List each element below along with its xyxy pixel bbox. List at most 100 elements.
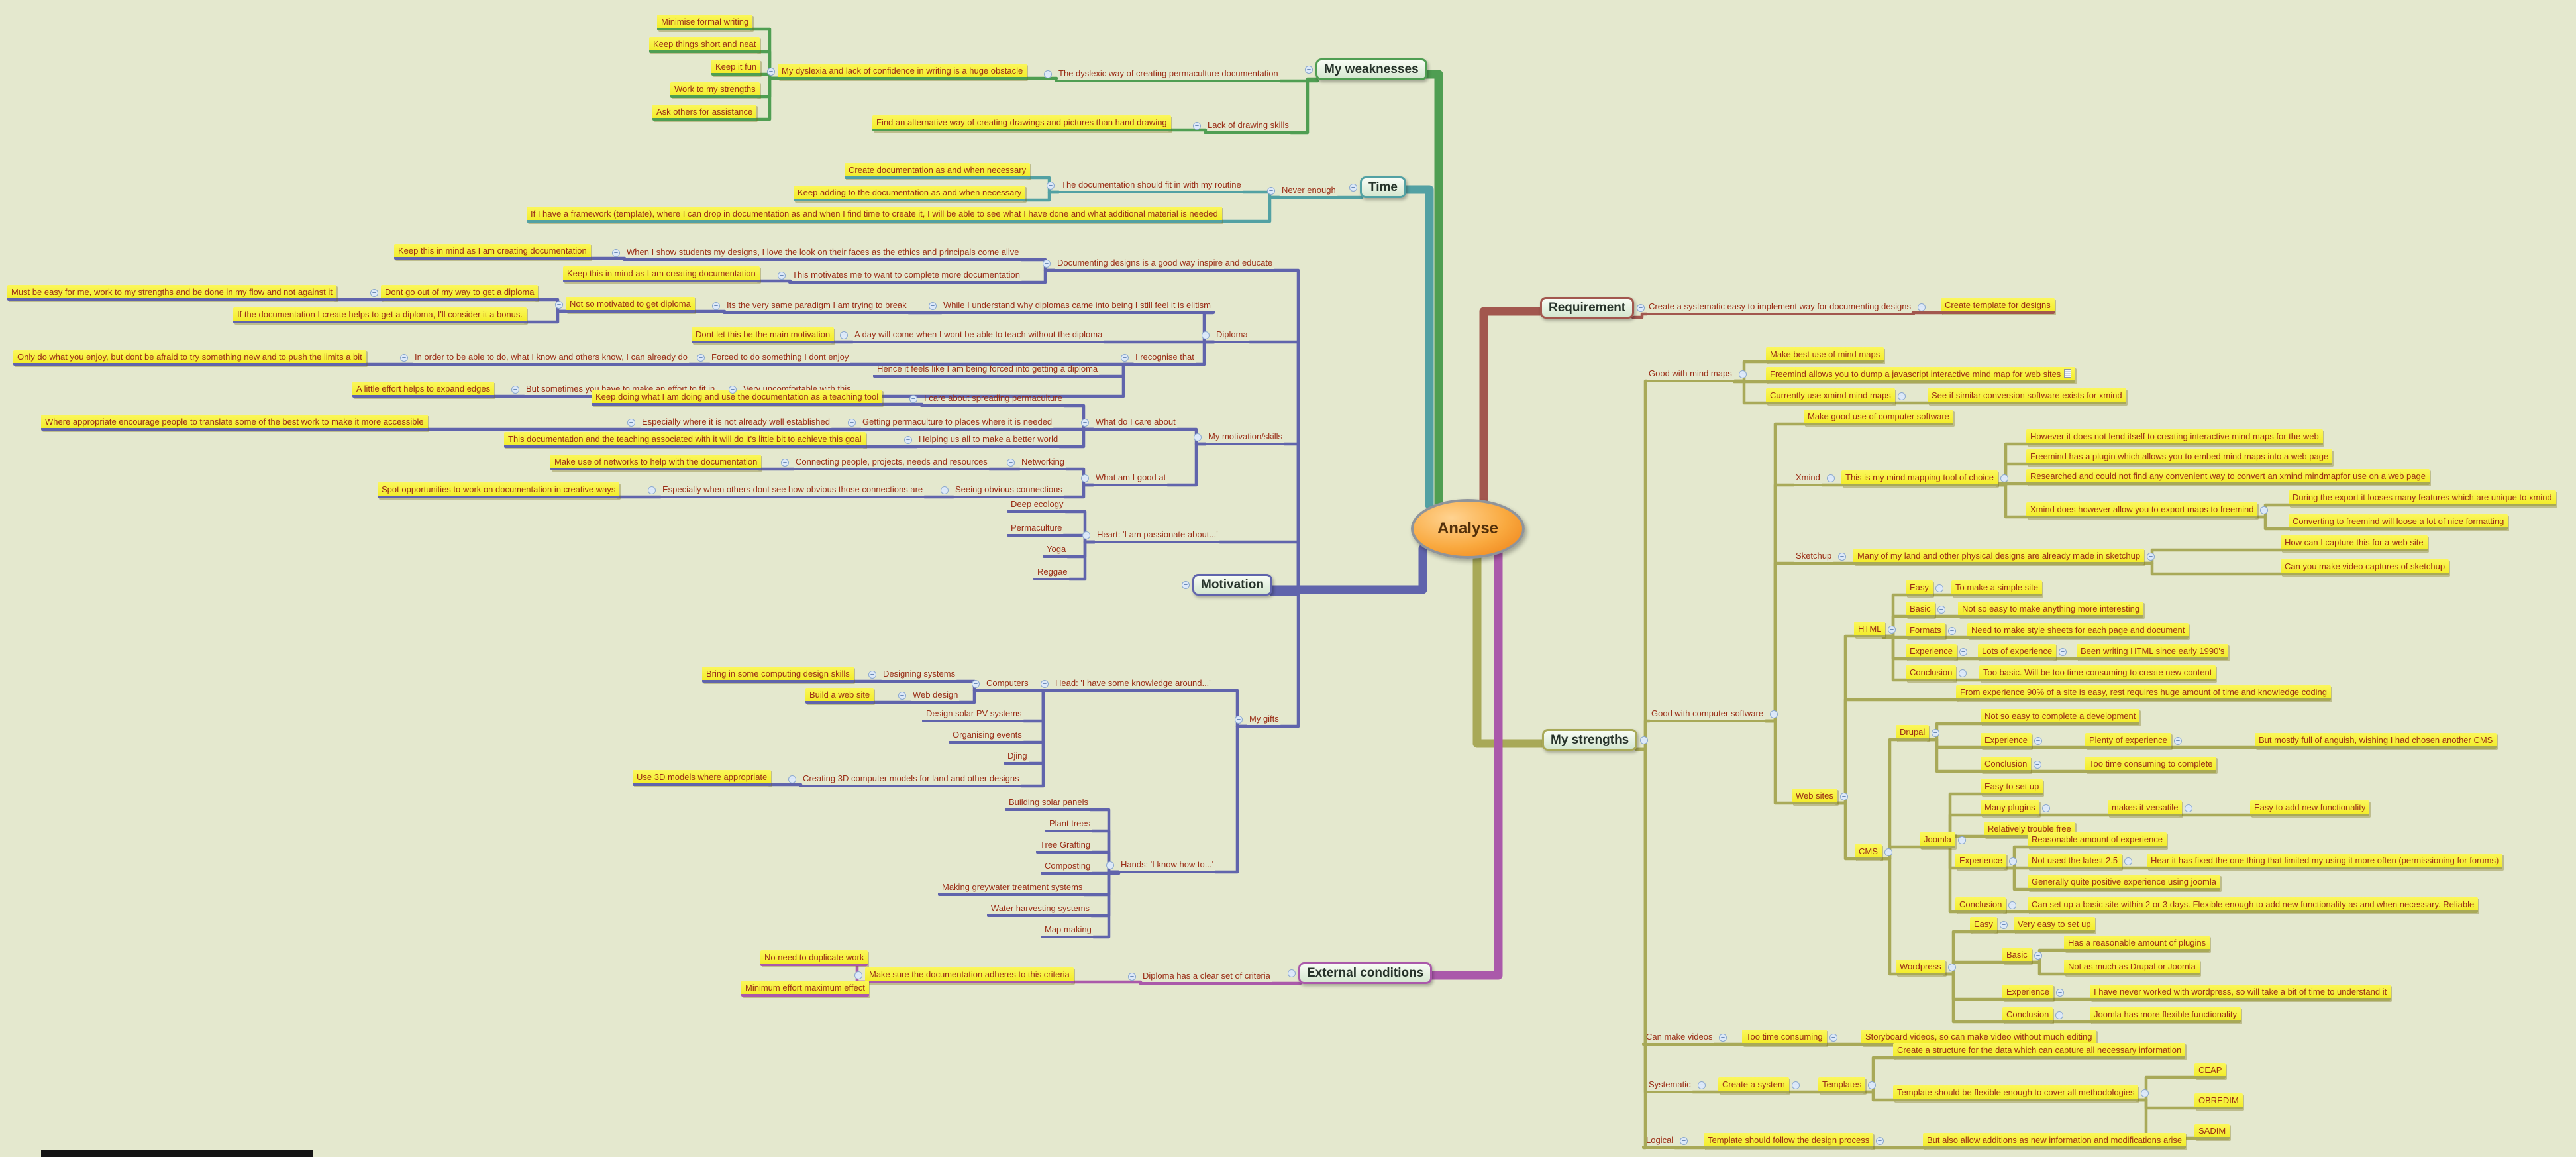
collapse-icon[interactable]: − [840, 331, 848, 339]
node-s5[interactable]: See if similar conversion software exist… [1928, 388, 2126, 404]
node-s52[interactable]: Generally quite positive experience usin… [2028, 875, 2220, 891]
collapse-icon[interactable]: − [1876, 1137, 1884, 1145]
collapse-icon[interactable]: − [904, 436, 912, 444]
collapse-icon[interactable]: − [1827, 474, 1835, 482]
node-w4[interactable]: Keep things short and neat [649, 37, 760, 53]
node-s1[interactable]: Good with mind maps [1645, 366, 1736, 382]
node-m42[interactable]: Yoga [1043, 542, 1070, 558]
node-e4[interactable]: Minimum effort maximum effect [741, 981, 869, 997]
node-m47[interactable]: Designing systems [879, 667, 960, 683]
node-m62[interactable]: Water harvesting systems [987, 901, 1094, 917]
collapse-icon[interactable]: − [697, 354, 705, 362]
node-s58[interactable]: Basic [2002, 948, 2032, 964]
node-s40[interactable]: Conclusion [1981, 757, 2032, 773]
node-s28[interactable]: Experience [1906, 644, 1957, 660]
collapse-icon[interactable]: − [1043, 260, 1051, 268]
node-m52[interactable]: Organising events [949, 728, 1026, 744]
node-s57[interactable]: Very easy to set up [2014, 917, 2095, 933]
collapse-icon[interactable]: − [648, 486, 656, 494]
collapse-icon[interactable]: − [2174, 737, 2182, 745]
node-s10[interactable]: However it does not lend itself to creat… [2026, 429, 2323, 445]
node-m12[interactable]: If the documentation I create helps to g… [233, 307, 527, 323]
collapse-icon[interactable]: − [1081, 419, 1089, 427]
collapse-icon[interactable]: − [2000, 921, 2008, 929]
collapse-icon[interactable]: − [1918, 303, 1926, 311]
collapse-icon[interactable]: − [400, 354, 408, 362]
node-s12[interactable]: Researched and could not find any conven… [2026, 469, 2430, 485]
node-s21[interactable]: HTML [1854, 622, 1886, 637]
node-s61[interactable]: Experience [2002, 985, 2054, 1001]
collapse-icon[interactable]: − [929, 302, 937, 310]
collapse-icon[interactable]: − [1932, 729, 1939, 737]
node-m35[interactable]: Make use of networks to help with the do… [550, 455, 762, 470]
node-m40[interactable]: Deep ecology [1007, 497, 1068, 513]
collapse-icon[interactable]: − [1267, 187, 1275, 195]
collapse-icon[interactable]: − [1082, 531, 1090, 539]
node-s3[interactable]: Freemind allows you to dump a javascript… [1766, 367, 2076, 383]
node-s13[interactable]: Xmind does however allow you to export m… [2026, 502, 2258, 518]
node-m14[interactable]: Dont let this be the main motivation [692, 327, 835, 343]
node-s68[interactable]: Systematic [1645, 1077, 1695, 1093]
node-m17[interactable]: In order to be able to do, what I know a… [411, 350, 692, 366]
node-s32[interactable]: Too basic. Will be too time consuming to… [1979, 665, 2216, 681]
node-t2[interactable]: The documentation should fit in with my … [1057, 178, 1245, 193]
node-m61[interactable]: Making greywater treatment systems [938, 880, 1087, 896]
collapse-icon[interactable]: − [612, 249, 620, 257]
collapse-icon[interactable]: − [1898, 392, 1906, 400]
node-s7[interactable]: Make good use of computer software [1804, 410, 1953, 425]
collapse-icon[interactable]: − [1770, 710, 1778, 718]
node-t0[interactable]: Time [1360, 176, 1407, 198]
node-m63[interactable]: Map making [1041, 922, 1096, 938]
collapse-icon[interactable]: − [1081, 474, 1089, 482]
node-m0[interactable]: Motivation [1192, 574, 1272, 596]
node-s16[interactable]: Sketchup [1792, 549, 1836, 565]
collapse-icon[interactable]: − [2056, 989, 2064, 997]
node-m51[interactable]: Design solar PV systems [922, 706, 1026, 722]
node-m43[interactable]: Reggae [1033, 565, 1072, 580]
collapse-icon[interactable]: − [1637, 303, 1645, 312]
node-m60[interactable]: Composting [1041, 859, 1095, 875]
node-s77[interactable]: Template should follow the design proces… [1704, 1133, 1874, 1149]
node-m32[interactable]: What am I good at [1092, 470, 1170, 486]
node-s54[interactable]: Can set up a basic site within 2 or 3 da… [2028, 897, 2479, 913]
node-m23[interactable]: My motivation/skills [1204, 429, 1286, 445]
node-m27[interactable]: Getting permaculture to places where it … [858, 415, 1056, 431]
node-w8[interactable]: Lack of drawing skills [1204, 118, 1293, 134]
node-r1[interactable]: Create a systematic easy to implement wa… [1645, 300, 1915, 315]
central-topic[interactable]: Analyse [1411, 499, 1525, 559]
node-w9[interactable]: Find an alternative way of creating draw… [872, 115, 1171, 131]
node-m18[interactable]: Only do what you enjoy, but dont be afra… [13, 350, 366, 366]
node-t5[interactable]: If I have a framework (template), where … [527, 207, 1222, 223]
collapse-icon[interactable]: − [1888, 626, 1896, 634]
collapse-icon[interactable]: − [1193, 122, 1201, 130]
node-s4[interactable]: Currently use xmind mind maps [1766, 388, 1895, 404]
node-s27[interactable]: Need to make style sheets for each page … [1967, 623, 2189, 639]
collapse-icon[interactable]: − [2034, 952, 2042, 960]
node-m48[interactable]: Bring in some computing design skills [702, 667, 854, 683]
node-s38[interactable]: Plenty of experience [2085, 733, 2171, 749]
node-m34[interactable]: Connecting people, projects, needs and r… [792, 455, 992, 470]
node-m58[interactable]: Plant trees [1045, 816, 1095, 832]
node-w6[interactable]: Work to my strengths [670, 82, 760, 98]
node-s15[interactable]: Converting to freemind will loose a lot … [2289, 514, 2508, 530]
node-t3[interactable]: Create documentation as and when necessa… [845, 163, 1031, 179]
collapse-icon[interactable]: − [2008, 901, 2016, 909]
node-m15[interactable]: I recognise that [1131, 350, 1198, 366]
node-m45[interactable]: Head: 'I have some knowledge around...' [1051, 676, 1215, 692]
node-s36[interactable]: Not so easy to complete a development [1981, 709, 2140, 725]
node-s59[interactable]: Has a reasonable amount of plugins [2064, 936, 2210, 952]
node-s26[interactable]: Formats [1906, 623, 1945, 639]
node-s2[interactable]: Make best use of mind maps [1766, 347, 1884, 363]
collapse-icon[interactable]: − [1829, 1034, 1837, 1042]
collapse-icon[interactable]: − [1288, 969, 1296, 977]
node-s47[interactable]: Relatively trouble free [1984, 822, 2075, 838]
collapse-icon[interactable]: − [2141, 1089, 2149, 1097]
node-s6[interactable]: Good with computer software [1647, 706, 1768, 722]
node-m7[interactable]: While I understand why diplomas came int… [939, 298, 1215, 314]
node-t4[interactable]: Keep adding to the documentation as and … [794, 186, 1026, 201]
collapse-icon[interactable]: − [778, 272, 786, 280]
node-s0[interactable]: My strengths [1542, 729, 1638, 751]
collapse-icon[interactable]: − [1884, 848, 1892, 856]
collapse-icon[interactable]: − [1838, 553, 1846, 561]
node-m5[interactable]: Keep this in mind as I am creating docum… [563, 266, 760, 282]
